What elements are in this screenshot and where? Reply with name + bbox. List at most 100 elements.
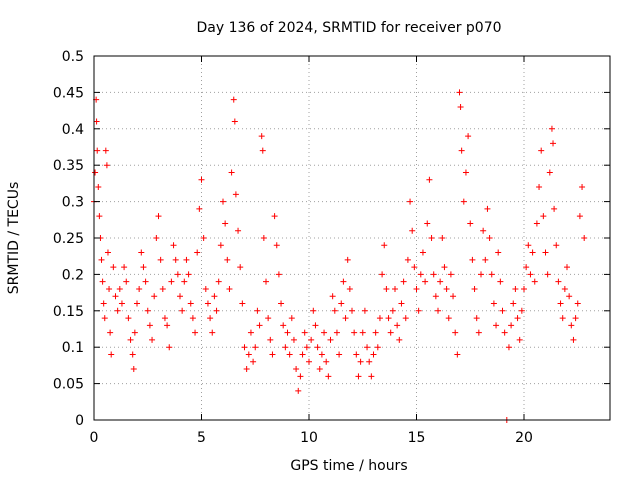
y-tick-label: 0.4 <box>62 122 84 138</box>
data-point <box>239 300 246 307</box>
data-point <box>228 169 235 176</box>
data-point <box>419 249 426 256</box>
data-point <box>102 147 109 154</box>
data-point <box>559 315 566 322</box>
data-point <box>462 169 469 176</box>
data-point <box>94 147 101 154</box>
data-point <box>96 213 103 220</box>
data-point <box>572 315 579 322</box>
data-point <box>138 249 145 256</box>
data-point <box>114 307 121 314</box>
data-point <box>108 351 115 358</box>
data-point <box>576 213 583 220</box>
data-point <box>136 285 143 292</box>
data-point <box>211 293 218 300</box>
data-point <box>417 271 424 278</box>
data-point <box>402 315 409 322</box>
data-point <box>521 285 527 292</box>
data-point <box>295 387 302 394</box>
data-point <box>265 315 272 322</box>
data-point <box>544 271 551 278</box>
data-point <box>561 285 568 292</box>
data-point <box>338 300 345 307</box>
data-point <box>181 278 188 285</box>
data-point <box>134 300 140 307</box>
data-point <box>557 300 564 307</box>
data-point <box>185 271 192 278</box>
data-point <box>140 264 147 271</box>
data-point <box>460 198 467 205</box>
data-point <box>177 293 183 300</box>
data-point <box>198 176 205 183</box>
data-point <box>258 133 265 140</box>
plot-frame <box>93 55 611 421</box>
data-point <box>430 271 437 278</box>
data-point <box>508 322 515 329</box>
data-point <box>514 315 521 322</box>
data-point <box>353 351 360 358</box>
data-point <box>271 213 278 220</box>
data-point <box>452 329 459 336</box>
data-point <box>501 329 508 336</box>
data-point <box>231 118 238 125</box>
data-point <box>310 307 317 314</box>
data-point <box>579 184 586 191</box>
data-point <box>125 315 132 322</box>
data-point <box>151 293 158 300</box>
data-point <box>457 103 464 110</box>
data-point <box>303 344 310 351</box>
data-point <box>471 285 478 292</box>
data-point <box>241 344 248 351</box>
data-point <box>467 220 474 227</box>
data-point <box>146 322 153 329</box>
data-point <box>149 336 156 343</box>
data-point <box>505 344 512 351</box>
data-point <box>288 315 295 322</box>
data-point <box>164 322 171 329</box>
data-point <box>411 264 418 271</box>
data-point <box>213 307 220 314</box>
data-point <box>357 358 364 365</box>
data-point <box>104 249 111 256</box>
data-point <box>118 300 125 307</box>
data-point <box>435 307 441 314</box>
data-point <box>540 213 547 220</box>
data-point <box>131 329 138 336</box>
axis-ticks: 0 0.05 0.1 0.15 0.2 0.25 0.3 0.35 0.4 0.45 0.5 0 5 10… <box>53 49 610 446</box>
data-point <box>553 242 560 249</box>
x-tick-label: 15 <box>408 430 426 446</box>
data-point <box>344 256 351 263</box>
data-point <box>207 315 214 322</box>
data-point <box>329 293 336 300</box>
y-tick-label: 0.15 <box>53 304 84 320</box>
data-point <box>254 307 261 314</box>
data-point <box>376 315 383 322</box>
data-point <box>106 285 113 292</box>
data-point <box>121 264 128 271</box>
data-point <box>366 358 373 365</box>
data-point <box>392 285 398 292</box>
data-point <box>323 358 330 365</box>
data-point <box>441 264 448 271</box>
data-point <box>312 322 319 329</box>
data-point <box>318 351 325 358</box>
y-axis-label: SRMTID / TECUs <box>6 182 22 295</box>
data-point <box>183 256 190 263</box>
data-point <box>574 300 581 307</box>
data-point <box>250 358 257 365</box>
data-point <box>187 300 194 307</box>
x-tick-label: 20 <box>515 430 533 446</box>
data-point <box>95 184 102 191</box>
data-point <box>215 278 222 285</box>
data-point <box>529 249 536 256</box>
data-point <box>355 373 362 380</box>
data-point <box>299 351 306 358</box>
data-point <box>437 278 444 285</box>
data-point <box>542 249 549 256</box>
data-point <box>372 329 379 336</box>
data-point <box>394 322 401 329</box>
x-tick-label: 5 <box>197 430 206 446</box>
data-point <box>551 205 558 212</box>
data-point <box>123 278 130 285</box>
